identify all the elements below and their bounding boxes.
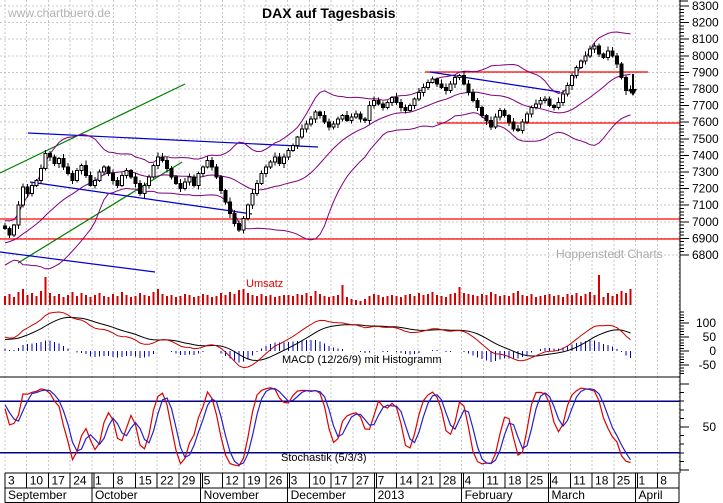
svg-text:8: 8 (117, 474, 124, 488)
svg-text:8000: 8000 (692, 49, 719, 63)
svg-text:October: October (95, 488, 138, 502)
page-title: DAX auf Tagesbasis (262, 5, 396, 21)
watermark: www.chartbuero.de (8, 6, 111, 20)
svg-text:8200: 8200 (692, 16, 719, 30)
svg-text:17: 17 (334, 474, 348, 488)
macd-lines (4, 311, 631, 369)
svg-text:2013: 2013 (378, 488, 405, 502)
svg-text:7600: 7600 (692, 115, 719, 129)
svg-text:February: February (465, 488, 513, 502)
svg-text:24: 24 (73, 474, 87, 488)
svg-text:December: December (291, 488, 346, 502)
stoch-levels (0, 400, 680, 454)
svg-text:18: 18 (595, 474, 609, 488)
candles (3, 43, 633, 239)
svg-text:100: 100 (696, 316, 716, 330)
svg-text:7000: 7000 (692, 215, 719, 229)
svg-text:7500: 7500 (692, 132, 719, 146)
y-axis: 8300 8200 8100 8000 7900 7800 7700 7600 7500 7400… (680, 0, 719, 262)
svg-text:7100: 7100 (692, 198, 719, 212)
svg-text:4: 4 (552, 474, 559, 488)
svg-text:-50: -50 (699, 358, 717, 372)
svg-text:14: 14 (399, 474, 413, 488)
volume-bars (4, 275, 632, 305)
svg-text:10: 10 (30, 474, 44, 488)
svg-text:6800: 6800 (692, 248, 719, 262)
svg-text:10: 10 (312, 474, 326, 488)
panel-frame (0, 0, 688, 473)
stoch-lines (4, 387, 632, 467)
svg-text:18: 18 (508, 474, 522, 488)
svg-text:17: 17 (51, 474, 65, 488)
svg-text:5: 5 (204, 474, 211, 488)
svg-text:8100: 8100 (692, 32, 719, 46)
svg-text:November: November (204, 488, 259, 502)
svg-text:7800: 7800 (692, 82, 719, 96)
svg-text:6900: 6900 (692, 231, 719, 245)
svg-text:28: 28 (443, 474, 457, 488)
svg-text:8: 8 (660, 474, 667, 488)
svg-text:3: 3 (291, 474, 298, 488)
svg-text:25: 25 (530, 474, 544, 488)
svg-text:March: March (552, 488, 585, 502)
svg-text:50: 50 (703, 330, 717, 344)
svg-text:12: 12 (225, 474, 239, 488)
svg-text:4: 4 (465, 474, 472, 488)
svg-text:50: 50 (703, 420, 717, 434)
svg-text:0: 0 (709, 344, 716, 358)
svg-text:15: 15 (138, 474, 152, 488)
svg-text:27: 27 (356, 474, 370, 488)
svg-text:22: 22 (160, 474, 174, 488)
svg-text:26: 26 (269, 474, 283, 488)
volume-panel-label: Umsatz (246, 278, 284, 290)
svg-text:7400: 7400 (692, 148, 719, 162)
svg-text:April: April (639, 488, 663, 502)
svg-text:21: 21 (421, 474, 435, 488)
stoch-axis: 50 (680, 383, 717, 471)
stoch-panel-label: Stochastik (5/3/3) (281, 452, 367, 464)
svg-text:19: 19 (247, 474, 261, 488)
svg-text:7300: 7300 (692, 165, 719, 179)
svg-text:29: 29 (182, 474, 196, 488)
bollinger-bands (4, 31, 631, 270)
svg-text:1: 1 (95, 474, 102, 488)
svg-text:7700: 7700 (692, 99, 719, 113)
svg-text:7: 7 (378, 474, 385, 488)
svg-text:25: 25 (617, 474, 631, 488)
macd-panel-label: MACD (12/26/9) mit Histogramm (282, 354, 442, 366)
svg-text:3: 3 (8, 474, 15, 488)
svg-text:7900: 7900 (692, 65, 719, 79)
svg-text:1: 1 (639, 474, 646, 488)
svg-text:7200: 7200 (692, 182, 719, 196)
svg-text:11: 11 (486, 474, 499, 488)
credit-label: Hoppenstedt Charts (556, 247, 663, 261)
svg-text:8300: 8300 (692, 0, 719, 13)
svg-text:September: September (8, 488, 67, 502)
svg-text:11: 11 (573, 474, 586, 488)
trend-marker (629, 74, 637, 96)
